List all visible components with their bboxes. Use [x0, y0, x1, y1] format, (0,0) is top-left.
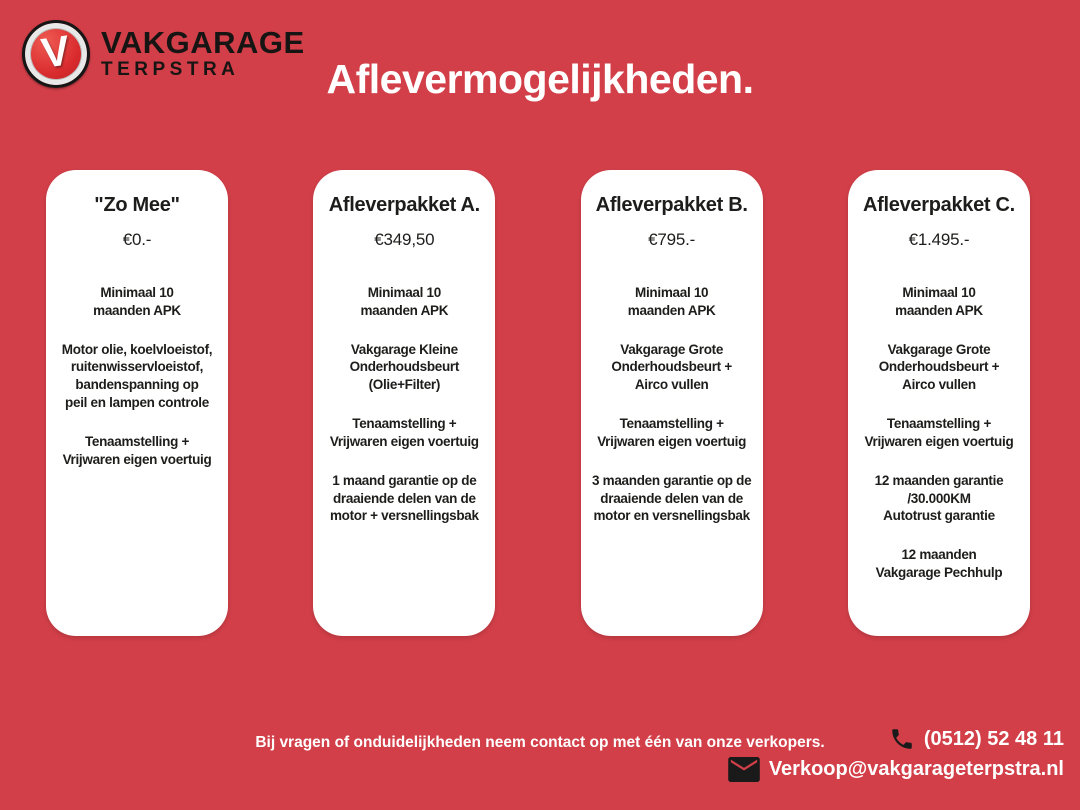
package-features: Minimaal 10 maanden APK Motor olie, koelv…	[51, 284, 223, 469]
card-feature: Vakgarage Kleine Onderhoudsbeurt (Olie+F…	[349, 341, 460, 393]
contact-block: (0512) 52 48 11 Verkoop@vakgarageterpstr…	[728, 726, 1064, 782]
package-features: Minimaal 10 maanden APK Vakgarage Grote O…	[853, 284, 1025, 582]
card-feature: 12 maanden Vakgarage Pechhulp	[875, 547, 1003, 580]
card-feature: Vakgarage Grote Onderhoudsbeurt + Airco …	[611, 341, 732, 393]
package-name: "Zo Mee"	[94, 194, 180, 216]
vakgarage-logo: V VAKGARAGE TERPSTRA	[22, 20, 305, 88]
phone-icon	[892, 729, 912, 749]
card-feature: Motor olie, koelvloeistof, ruitenwisserv…	[61, 341, 213, 411]
package-name: Afleverpakket C.	[863, 194, 1015, 216]
package-features: Minimaal 10 maanden APK Vakgarage Grote O…	[586, 284, 758, 525]
footer: Bij vragen of onduidelijkheden neem cont…	[0, 638, 1080, 810]
header: V VAKGARAGE TERPSTRA Aflevermogelijkhede…	[0, 0, 1080, 170]
package-card-c: Afleverpakket C. €1.495.- Minimaal 10 ma…	[847, 170, 1030, 636]
card-feature: 12 maanden garantie /30.000KM Autotrust …	[874, 472, 1004, 524]
email-address[interactable]: Verkoop@vakgarageterpstra.nl	[768, 758, 1064, 780]
logo-dealer-name: TERPSTRA	[101, 58, 240, 80]
package-price: €349,50	[374, 230, 435, 249]
package-cards: "Zo Mee" €0.- Minimaal 10 maanden APK Mot…	[0, 170, 1080, 636]
card-feature: Minimaal 10 maanden APK	[895, 285, 983, 318]
package-features: Minimaal 10 maanden APK Vakgarage Kleine …	[318, 284, 490, 525]
package-name: Afleverpakket A.	[328, 194, 481, 216]
contact-note: Bij vragen of onduidelijkheden neem cont…	[255, 734, 825, 751]
card-feature: 1 maand garantie op de draaiende delen v…	[329, 472, 479, 524]
package-price: €1.495.-	[908, 230, 970, 249]
card-feature: Vakgarage Grote Onderhoudsbeurt + Airco …	[878, 341, 1000, 393]
package-name: Afleverpakket B.	[595, 194, 748, 216]
card-feature: 3 maanden garantie op de draaiende delen…	[591, 472, 752, 524]
vakgarage-logo-icon: V	[22, 20, 90, 88]
card-feature: Minimaal 10 maanden APK	[93, 285, 181, 318]
card-feature: Minimaal 10 maanden APK	[360, 285, 449, 318]
logo-brand-name: VAKGARAGE	[101, 25, 305, 61]
card-feature: Tenaamstelling + Vrijwaren eigen voertui…	[62, 433, 212, 467]
email-icon	[728, 757, 760, 782]
package-card-zo-mee: "Zo Mee" €0.- Minimaal 10 maanden APK Mot…	[46, 170, 228, 636]
card-feature: Tenaamstelling + Vrijwaren eigen voertui…	[597, 416, 747, 449]
phone-number[interactable]: (0512) 52 48 11	[923, 727, 1064, 750]
package-price: €0.-	[122, 230, 152, 249]
card-feature: Tenaamstelling + Vrijwaren eigen voertui…	[864, 416, 1014, 449]
email-row: Verkoop@vakgarageterpstra.nl	[728, 757, 1064, 782]
card-feature: Tenaamstelling + Vrijwaren eigen voertui…	[329, 416, 479, 449]
phone-row: (0512) 52 48 11	[889, 726, 1064, 752]
package-card-b: Afleverpakket B. €795.- Minimaal 10 maan…	[580, 170, 763, 636]
package-price: €795.-	[648, 230, 696, 249]
page-title: Aflevermogelijkheden.	[326, 56, 754, 102]
package-card-a: Afleverpakket A. €349,50 Minimaal 10 maa…	[313, 170, 496, 636]
logo-text: VAKGARAGE TERPSTRA	[101, 27, 305, 80]
card-feature: Minimaal 10 maanden APK	[627, 285, 716, 318]
